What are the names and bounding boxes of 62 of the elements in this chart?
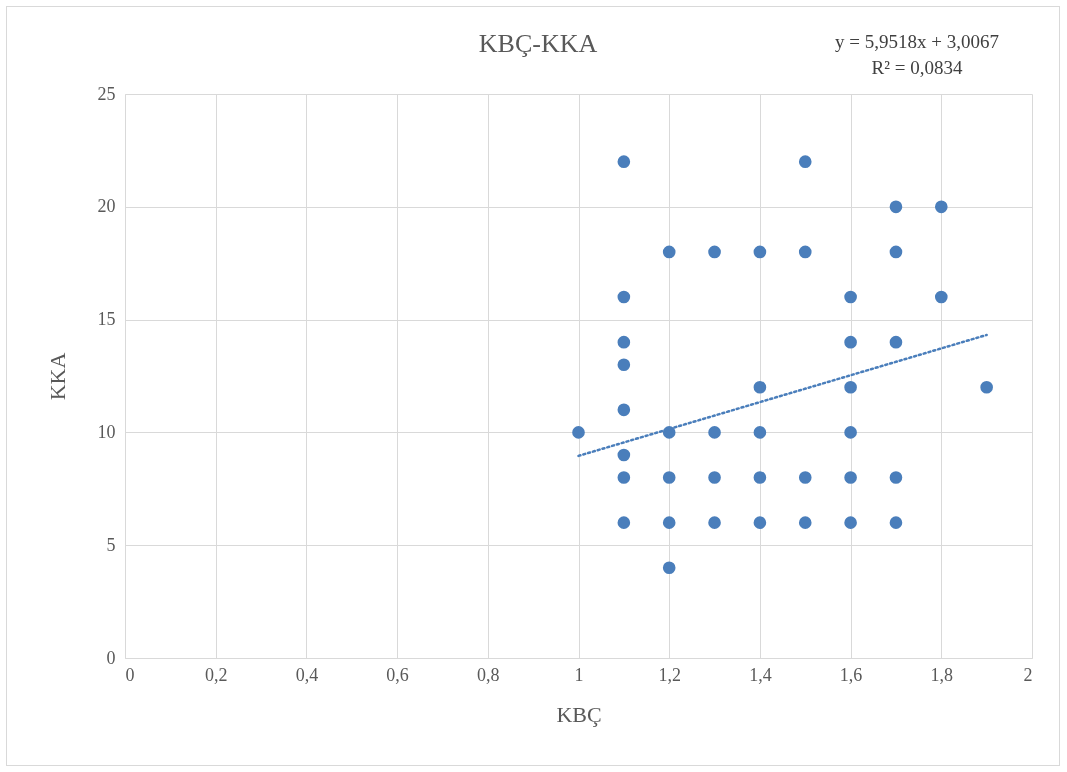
- point: [617, 358, 631, 372]
- point: [844, 335, 857, 349]
- x-tick-label: 1,2: [658, 664, 681, 685]
- point: [617, 403, 631, 417]
- point: [980, 380, 993, 394]
- y-tick-label: 0: [106, 647, 116, 668]
- text: R² = 0,0834: [871, 57, 963, 78]
- chart-title: KBÇ-KKA: [478, 29, 598, 58]
- point: [753, 471, 767, 484]
- point: [753, 516, 767, 529]
- point: [617, 335, 631, 349]
- point: [662, 561, 676, 575]
- point: [798, 471, 812, 484]
- point: [753, 380, 767, 394]
- point: [753, 245, 767, 259]
- point: [662, 471, 676, 484]
- point: [798, 155, 812, 168]
- text: y = 5,9518x + 3,0067: [835, 31, 999, 52]
- point: [798, 245, 812, 259]
- x-axis-title: KBÇ: [556, 701, 602, 727]
- point: [617, 290, 631, 304]
- point: [617, 471, 631, 484]
- y-tick-label: 20: [97, 196, 116, 217]
- point: [844, 426, 857, 439]
- point: [934, 290, 948, 304]
- point: [798, 516, 812, 529]
- x-tick-label: 1: [574, 664, 584, 685]
- point: [844, 516, 857, 529]
- y-tick-label: 15: [97, 309, 116, 330]
- point: [708, 471, 721, 484]
- y-axis-title: KKA: [44, 352, 70, 401]
- point: [889, 245, 903, 259]
- point: [662, 516, 676, 529]
- y-tick-label: 25: [97, 83, 116, 104]
- y-tick-label: 10: [97, 421, 116, 442]
- point: [889, 471, 903, 484]
- y-tick-label: 5: [106, 534, 116, 555]
- point: [934, 200, 948, 214]
- point: [617, 516, 631, 529]
- point: [572, 426, 585, 439]
- x-tick-label: 0,8: [477, 664, 500, 685]
- point: [889, 516, 903, 529]
- point: [662, 245, 676, 259]
- x-tick-label: 0: [125, 664, 135, 685]
- x-tick-label: 0,2: [204, 664, 228, 685]
- x-tick-label: 1,4: [749, 664, 772, 685]
- point: [889, 335, 903, 349]
- point: [844, 471, 857, 484]
- point: [889, 200, 903, 214]
- point: [844, 290, 857, 304]
- point: [617, 448, 631, 462]
- x-tick-label: 0,6: [386, 664, 409, 685]
- point: [708, 426, 721, 439]
- point: [708, 516, 721, 529]
- x-tick-label: 2: [1023, 664, 1033, 685]
- x-tick-label: 0,4: [295, 664, 319, 685]
- point: [617, 155, 631, 168]
- point: [844, 380, 857, 394]
- point: [708, 245, 721, 259]
- point: [753, 426, 767, 439]
- x-tick-label: 1,8: [930, 664, 954, 685]
- x-tick-label: 1,6: [839, 664, 863, 685]
